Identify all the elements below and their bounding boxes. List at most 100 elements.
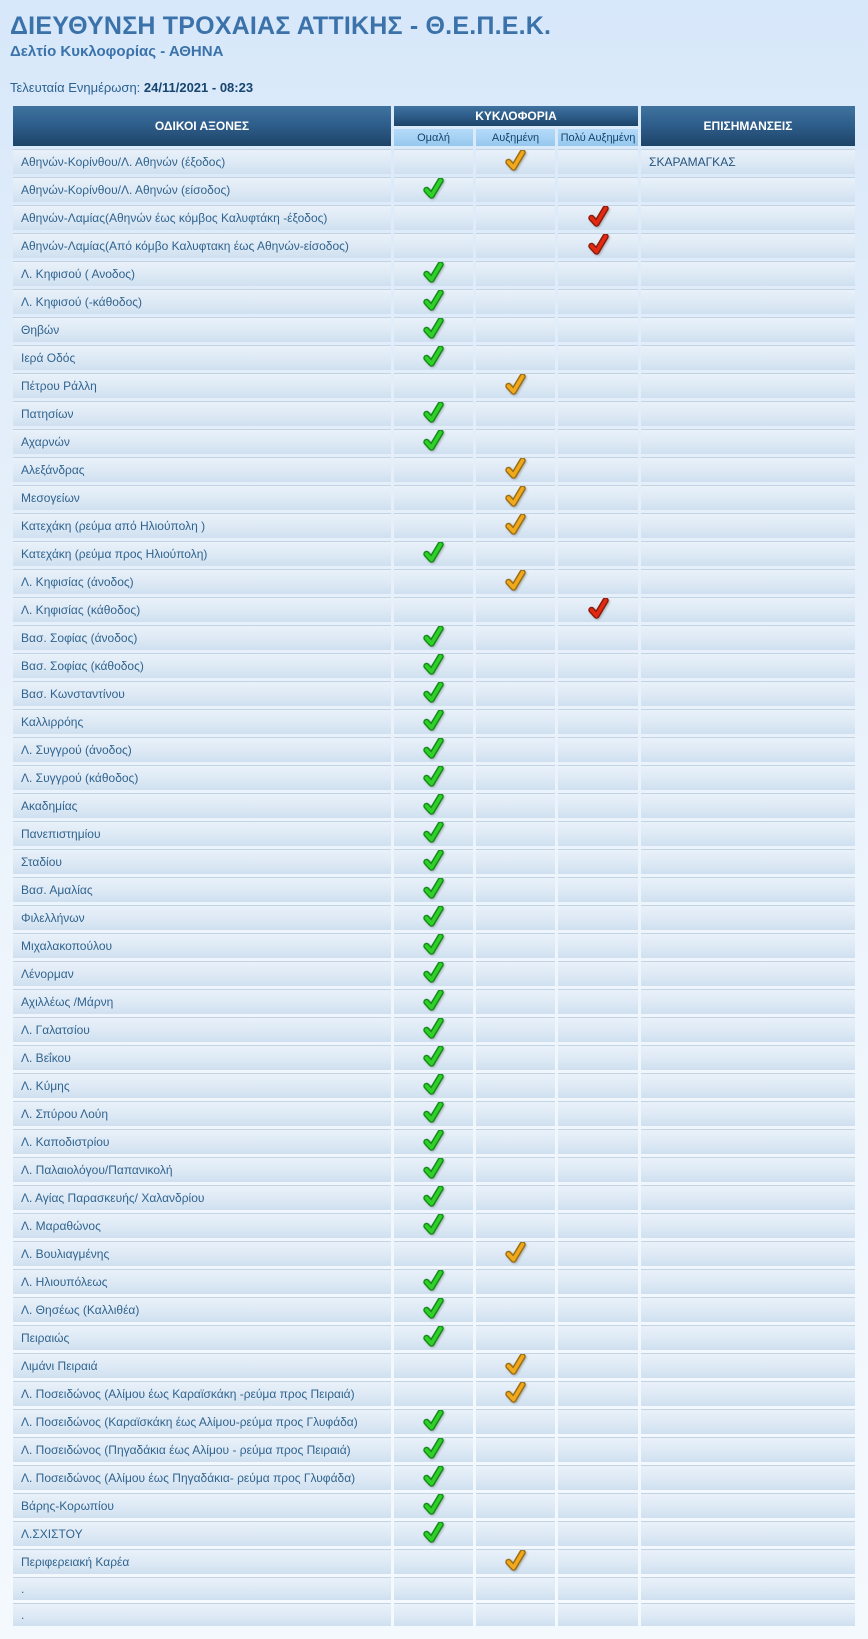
note-cell [641,317,855,342]
check-normal-icon [423,346,444,367]
note-cell [641,765,855,790]
check-normal-icon [423,1018,444,1039]
status-cell-increased [476,1409,555,1434]
status-cell-increased [476,149,555,174]
page-subtitle: Δελτίο Κυκλοφορίας - ΑΘΗΝΑ [10,43,224,60]
road-axis-name: Λ. Ηλιουπόλεως [13,1269,391,1294]
note-cell [641,485,855,510]
note-cell [641,625,855,650]
road-axis-name: Λ. Καποδιστρίου [13,1129,391,1154]
road-axis-name: Θηβών [13,317,391,342]
status-cell-normal [394,513,473,538]
status-cell-normal [394,625,473,650]
check-normal-icon [423,290,444,311]
road-axis-name: Λ.ΣΧΙΣΤΟΥ [13,1521,391,1546]
check-normal-icon [423,822,444,843]
table-row: Καλλιρρόης [13,709,855,734]
note-cell [641,933,855,958]
status-cell-normal [394,1101,473,1126]
status-cell-very-increased [558,597,639,622]
note-cell [641,1493,855,1518]
table-row: Βασ. Σοφίας (άνοδος) [13,625,855,650]
status-cell-very-increased [558,1213,639,1238]
status-cell-very-increased [558,1437,639,1462]
status-cell-increased [476,205,555,230]
note-cell [641,597,855,622]
table-row: Λ. Ποσειδώνος (Αλίμου έως Πηγαδάκια- ρεύ… [13,1465,855,1490]
status-cell-increased [476,1437,555,1462]
status-cell-very-increased [558,233,639,258]
status-cell-increased [476,793,555,818]
check-increased-icon [505,1382,526,1403]
status-cell-normal [394,541,473,566]
status-cell-increased [476,1493,555,1518]
page-title: ΔΙΕΥΘΥΝΣΗ ΤΡΟΧΑΙΑΣ ΑΤΤΙΚΗΣ - Θ.Ε.Π.Ε.Κ. [10,12,552,40]
table-row: Λ. Βεΐκου [13,1045,855,1070]
note-cell [641,513,855,538]
status-cell-very-increased [558,457,639,482]
status-cell-increased [476,401,555,426]
table-row: Μιχαλακοπούλου [13,933,855,958]
status-cell-increased [476,709,555,734]
table-row: Αλεξάνδρας [13,457,855,482]
status-cell-increased [476,877,555,902]
subheader-increased: Αυξημένη [476,129,555,146]
status-cell-very-increased [558,989,639,1014]
table-row: Λ. Ποσειδώνος (Καραϊσκάκη έως Αλίμου-ρεύ… [13,1409,855,1434]
status-cell-increased [476,289,555,314]
table-row: Λ. Ηλιουπόλεως [13,1269,855,1294]
road-axis-name: Λ. Κηφισίας (άνοδος) [13,569,391,594]
status-cell-normal [394,1577,473,1600]
check-normal-icon [423,794,444,815]
status-cell-increased [476,1381,555,1406]
table-row: Αχιλλέως /Μάρνη [13,989,855,1014]
check-normal-icon [423,1494,444,1515]
status-cell-very-increased [558,541,639,566]
check-normal-icon [423,710,444,731]
note-cell [641,1549,855,1574]
status-cell-very-increased [558,513,639,538]
status-cell-very-increased [558,737,639,762]
status-cell-increased [476,345,555,370]
check-increased-icon [505,374,526,395]
status-cell-increased [476,681,555,706]
road-axis-name: Μιχαλακοπούλου [13,933,391,958]
note-cell [641,569,855,594]
status-cell-increased [476,1603,555,1626]
road-axis-name: Κατεχάκη (ρεύμα από Ηλιούπολη ) [13,513,391,538]
note-cell [641,233,855,258]
status-cell-very-increased [558,821,639,846]
status-cell-normal [394,1157,473,1182]
status-cell-very-increased [558,1493,639,1518]
check-normal-icon [423,1326,444,1347]
status-cell-very-increased [558,429,639,454]
status-cell-very-increased [558,1577,639,1600]
road-axis-name: Λ. Παλαιολόγου/Παπανικολή [13,1157,391,1182]
note-cell: ΣΚΑΡΑΜΑΓΚΑΣ [641,149,855,174]
status-cell-normal [394,569,473,594]
status-cell-normal [394,1409,473,1434]
table-row: Ιερά Οδός [13,345,855,370]
note-cell [641,1437,855,1462]
table-row: Λ.ΣΧΙΣΤΟΥ [13,1521,855,1546]
note-cell [641,1381,855,1406]
road-axis-name: Μεσογείων [13,485,391,510]
table-row: Λ. Κύμης [13,1073,855,1098]
road-axis-name: Πατησίων [13,401,391,426]
status-cell-very-increased [558,289,639,314]
status-cell-very-increased [558,765,639,790]
note-cell [641,373,855,398]
status-cell-increased [476,597,555,622]
table-row: Λ. Κηφισού (-κάθοδος) [13,289,855,314]
status-cell-increased [476,849,555,874]
check-increased-icon [505,1354,526,1375]
status-cell-very-increased [558,1353,639,1378]
check-normal-icon [423,1158,444,1179]
road-axis-name: Λένορμαν [13,961,391,986]
note-cell [641,821,855,846]
check-normal-icon [423,766,444,787]
status-cell-normal [394,289,473,314]
status-cell-very-increased [558,1381,639,1406]
note-cell [641,681,855,706]
